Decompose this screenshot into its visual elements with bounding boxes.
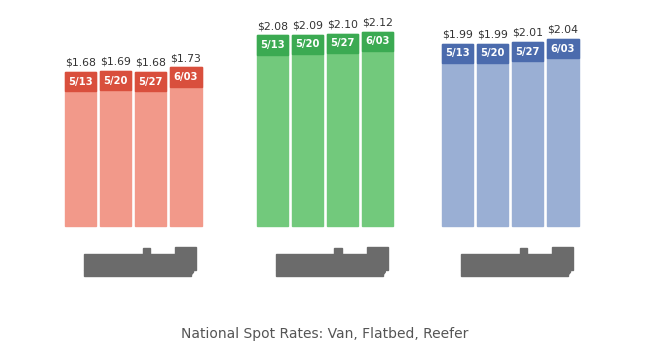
Circle shape — [532, 267, 548, 275]
Text: National Spot Rates: Van, Flatbed, Reefer: National Spot Rates: Van, Flatbed, Reefe… — [181, 327, 469, 341]
Bar — [442, 44, 473, 226]
Bar — [292, 35, 323, 54]
Bar — [442, 44, 473, 63]
Bar — [547, 39, 578, 58]
Text: 5/13: 5/13 — [68, 77, 93, 87]
Bar — [135, 72, 166, 226]
Circle shape — [482, 267, 497, 275]
Text: $2.08: $2.08 — [257, 21, 288, 31]
Circle shape — [370, 267, 385, 275]
Bar — [276, 254, 370, 270]
Circle shape — [517, 267, 533, 275]
Text: 5/27: 5/27 — [138, 77, 163, 87]
Text: $1.68: $1.68 — [135, 58, 166, 68]
Bar — [292, 35, 323, 226]
Bar — [512, 42, 543, 226]
Bar — [65, 72, 96, 91]
Bar — [257, 35, 288, 55]
Bar — [362, 32, 393, 51]
Text: $1.68: $1.68 — [65, 58, 96, 68]
Bar — [142, 248, 150, 254]
Text: 5/20: 5/20 — [480, 48, 505, 58]
Text: $2.12: $2.12 — [362, 18, 393, 28]
Bar — [334, 248, 342, 254]
Text: 6/03: 6/03 — [174, 72, 198, 82]
Bar — [477, 44, 508, 63]
Text: 5/13: 5/13 — [445, 48, 470, 58]
Bar — [547, 39, 578, 226]
Text: 6/03: 6/03 — [551, 44, 575, 54]
Bar — [462, 254, 556, 270]
Text: $1.99: $1.99 — [477, 29, 508, 40]
Bar — [257, 35, 288, 226]
Text: 5/20: 5/20 — [295, 39, 320, 49]
Text: $1.73: $1.73 — [170, 53, 202, 63]
Circle shape — [467, 267, 482, 275]
Bar — [84, 254, 179, 270]
Bar — [327, 34, 358, 53]
Circle shape — [90, 267, 105, 275]
Bar — [170, 68, 202, 226]
Bar — [176, 247, 196, 270]
Text: 5/13: 5/13 — [260, 40, 285, 50]
Bar — [367, 247, 388, 270]
Circle shape — [347, 267, 363, 275]
Circle shape — [555, 267, 571, 275]
Bar — [519, 248, 527, 254]
Bar — [477, 44, 508, 226]
Text: $2.09: $2.09 — [292, 20, 323, 30]
Text: $1.69: $1.69 — [100, 57, 131, 67]
Bar — [84, 270, 191, 276]
Bar — [135, 72, 166, 91]
Bar — [276, 270, 383, 276]
Circle shape — [178, 267, 194, 275]
Bar — [512, 42, 543, 61]
Circle shape — [296, 267, 312, 275]
Circle shape — [140, 267, 156, 275]
Text: $1.99: $1.99 — [442, 29, 473, 40]
Text: $2.10: $2.10 — [327, 20, 358, 29]
Bar — [362, 32, 393, 226]
Bar — [170, 68, 202, 87]
Bar — [100, 71, 131, 90]
Bar — [552, 247, 573, 270]
Bar — [327, 34, 358, 226]
Bar — [462, 270, 568, 276]
Text: 5/27: 5/27 — [515, 47, 540, 56]
Bar — [65, 72, 96, 226]
Circle shape — [332, 267, 348, 275]
Text: 6/03: 6/03 — [365, 36, 390, 47]
Text: 5/27: 5/27 — [330, 38, 355, 48]
Text: 5/20: 5/20 — [103, 76, 128, 86]
Text: $2.04: $2.04 — [547, 25, 578, 35]
Text: $2.01: $2.01 — [512, 28, 543, 38]
Circle shape — [281, 267, 297, 275]
Circle shape — [105, 267, 120, 275]
Bar — [100, 71, 131, 226]
Circle shape — [155, 267, 171, 275]
